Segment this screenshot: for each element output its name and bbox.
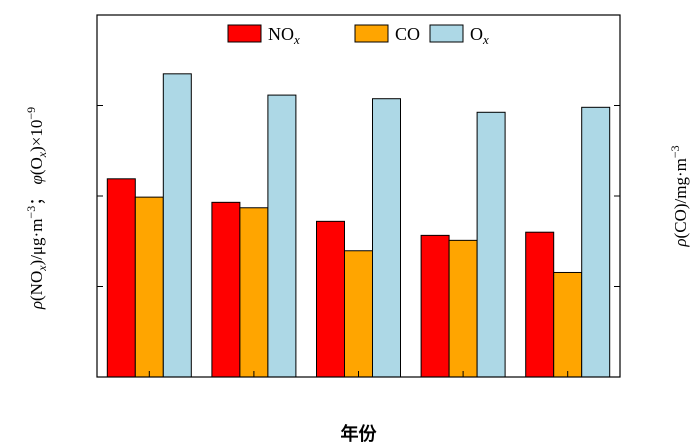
bar-nox-2018 — [211, 201, 241, 378]
legend-swatch-no — [227, 24, 262, 43]
legend-label-co: CO — [395, 24, 420, 44]
legend-label-main: CO — [395, 24, 420, 44]
bar-co-2018 — [239, 207, 269, 378]
x-axis-title: 年份 — [341, 423, 378, 445]
ticks-group — [97, 14, 620, 378]
bar-nox-2019 — [316, 220, 345, 378]
legend-label-main: O — [470, 24, 483, 44]
legend-swatch-o — [429, 24, 464, 43]
legend-label-subscript: x — [293, 32, 300, 47]
legend-swatch-co — [354, 24, 389, 43]
legend-label-o: Ox — [470, 24, 489, 47]
bar-co-2021 — [553, 271, 583, 378]
bar-ox-2019 — [372, 98, 401, 378]
legend-label-main: NO — [268, 24, 294, 44]
bar-co-2017 — [134, 196, 164, 378]
bar-co-2020 — [448, 239, 478, 378]
bars-group — [106, 73, 611, 378]
legend-label-subscript: x — [482, 32, 489, 47]
y-axis-right-title: ρ(CO)/mg·m−3 — [668, 145, 690, 247]
bar-ox-2018 — [267, 94, 297, 378]
y-axis-left-title: ρ(NOx)/μg·m−3； φ(Ox)×10−9 — [24, 107, 49, 310]
bar-nox-2020 — [420, 234, 450, 378]
bar-ox-2017 — [162, 73, 192, 378]
legend: NOx CO Ox — [227, 24, 489, 47]
bar-co-2019 — [344, 250, 373, 378]
legend-label-no: NOx — [268, 24, 300, 47]
bar-nox-2017 — [106, 178, 136, 378]
bar-nox-2021 — [525, 231, 555, 378]
bar-ox-2020 — [476, 111, 506, 378]
bar-ox-2021 — [581, 106, 611, 378]
